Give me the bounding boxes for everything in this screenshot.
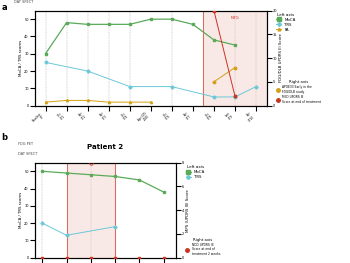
Legend: APOE33 Early in the
FDG/DLB study, MED UPDRS III
Score at end of treatment: APOE33 Early in the FDG/DLB study, MED U… [276, 79, 321, 104]
Text: a: a [2, 3, 7, 12]
Title: Patient 2: Patient 2 [88, 144, 124, 150]
Bar [203, 11, 267, 106]
Y-axis label: MPS (UPDRS III) Score: MPS (UPDRS III) Score [186, 189, 190, 232]
Bar [66, 163, 115, 258]
Y-axis label: MoCA / TRS scores: MoCA / TRS scores [19, 40, 23, 76]
Text: DAT SPECT: DAT SPECT [18, 152, 37, 156]
Legend: NDD UPDRS III
Score at end of
treatment 2 weeks: NDD UPDRS III Score at end of treatment … [185, 237, 220, 256]
Text: NTG: NTG [231, 16, 239, 20]
Y-axis label: FDG/DLB UPDRS III Score: FDG/DLB UPDRS III Score [279, 34, 283, 83]
Text: DAT SPECT: DAT SPECT [14, 0, 34, 4]
Y-axis label: MoCA / TRS scores: MoCA / TRS scores [19, 192, 23, 228]
Text: b: b [2, 133, 8, 142]
Text: FDG PET: FDG PET [18, 141, 33, 145]
